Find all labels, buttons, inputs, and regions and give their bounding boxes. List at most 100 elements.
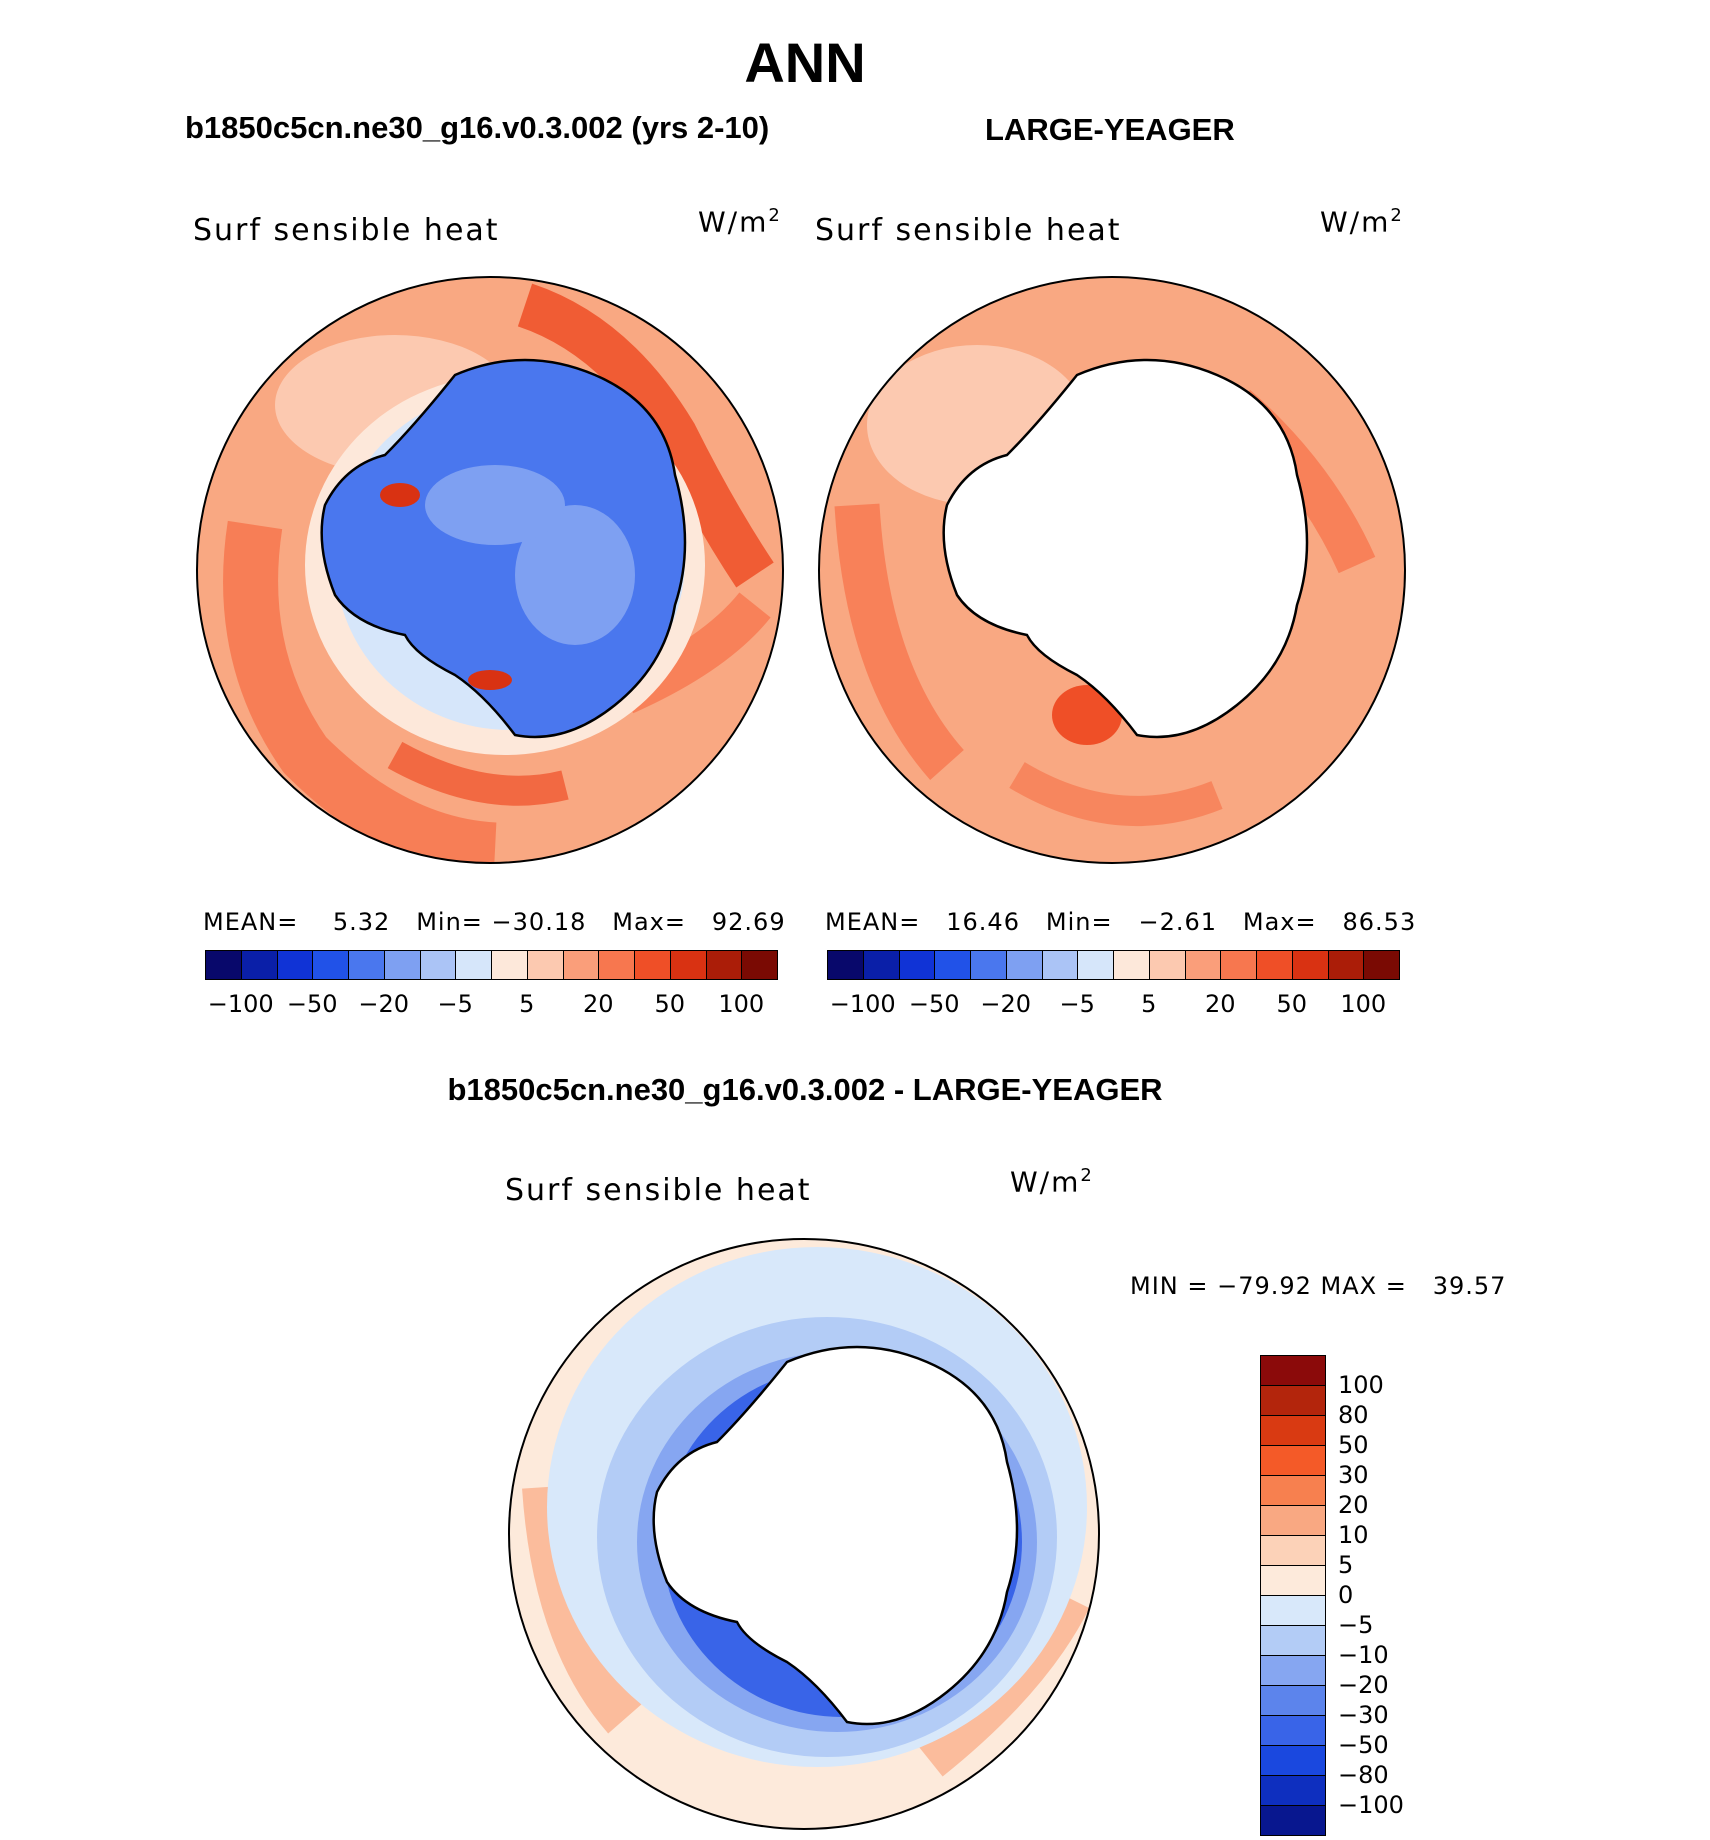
colorbar-swatch [1041,950,1079,980]
colorbar-swatch [669,950,707,980]
case-polar-map [196,276,784,864]
colorbar-swatch [1260,1595,1326,1626]
colorbar-swatch [526,950,564,980]
main-title: ANN [744,31,866,94]
colorbar-tick-label: −80 [1338,1761,1389,1789]
case-colorbar-labels: −100 −50 −20 −5 5 20 50 100 [205,990,777,1020]
colorbar-swatch [1260,1415,1326,1446]
colorbar-swatch [598,950,635,980]
case-colorbar [205,950,778,980]
colorbar-swatch [1260,1625,1326,1656]
colorbar-tick-label: −30 [1338,1701,1389,1729]
colorbar-tick-label: 100 [1338,1371,1384,1399]
case-units-label: W/m2 [698,205,782,239]
colorbar-swatch [1260,1385,1326,1416]
colorbar-tick-label: −50 [908,990,960,1018]
colorbar-tick-label: 5 [519,990,535,1018]
colorbar-swatch [1260,1715,1326,1746]
colorbar-tick-label: 20 [582,990,614,1018]
colorbar-tick-label: 20 [1338,1491,1369,1519]
colorbar-tick-label: 0 [1338,1581,1354,1609]
case-variable-label: Surf sensible heat [193,213,500,248]
colorbar-swatch [1005,950,1043,980]
colorbar-swatch [491,950,528,980]
difference-minmax: MIN = −79.92 MAX = 39.57 [1130,1272,1507,1300]
colorbar-tick-label: 20 [1204,990,1236,1018]
colorbar-tick-label: −20 [1338,1671,1389,1699]
colorbar-swatch [1291,950,1329,980]
colorbar-swatch [741,950,778,980]
colorbar-swatch [898,950,936,980]
colorbar-swatch [1260,1775,1326,1806]
colorbar-tick-label: −100 [829,990,896,1018]
colorbar-swatch [419,950,457,980]
colorbar-swatch [1113,950,1150,980]
colorbar-tick-label: −100 [1338,1791,1404,1819]
colorbar-swatch [1260,1535,1326,1566]
colorbar-swatch [1260,1685,1326,1716]
colorbar-swatch [970,950,1007,980]
colorbar-tick-label: 50 [1338,1431,1369,1459]
colorbar-swatch [1260,1805,1326,1836]
colorbar-tick-label: 50 [1276,990,1308,1018]
colorbar-swatch [240,950,278,980]
colorbar-tick-label: 5 [1338,1551,1354,1579]
colorbar-swatch [705,950,743,980]
colorbar-swatch [1184,950,1222,980]
difference-colorbar [1260,1355,1326,1836]
reference-polar-map [818,276,1406,864]
colorbar-tick-label: 30 [1338,1461,1369,1489]
colorbar-tick-label: −20 [980,990,1032,1018]
colorbar-tick-label: −20 [358,990,410,1018]
colorbar-swatch [1260,1745,1326,1776]
colorbar-tick-label: −5 [437,990,473,1018]
difference-colorbar-labels: 100 80 50 30 20 10 5 0 −5 −10 −20 −30 −50 −80 −100 [1338,1355,1458,1835]
colorbar-swatch [827,950,864,980]
difference-units-label: W/m2 [1010,1165,1094,1199]
case-stats: MEAN= 5.32 Min= −30.18 Max= 92.69 [203,908,786,936]
colorbar-swatch [634,950,671,980]
colorbar-swatch [562,950,600,980]
colorbar-tick-label: −10 [1338,1641,1389,1669]
antarctica-outline [320,358,687,739]
colorbar-swatch [1327,950,1365,980]
colorbar-swatch [312,950,349,980]
colorbar-swatch [205,950,242,980]
difference-variable-label: Surf sensible heat [505,1173,812,1208]
antarctica-outline [652,1345,1019,1726]
colorbar-tick-label: 10 [1338,1521,1369,1549]
reference-colorbar [827,950,1400,980]
colorbar-tick-label: −5 [1059,990,1095,1018]
colorbar-swatch [1148,950,1186,980]
colorbar-swatch [1260,1565,1326,1596]
colorbar-swatch [455,950,492,980]
colorbar-swatch [1220,950,1257,980]
colorbar-tick-label: 100 [718,990,765,1018]
colorbar-swatch [1260,1475,1326,1506]
colorbar-tick-label: 80 [1338,1401,1369,1429]
colorbar-tick-label: 50 [654,990,686,1018]
case-title: b1850c5cn.ne30_g16.v0.3.002 (yrs 2-10) [185,110,770,145]
colorbar-swatch [1260,1505,1326,1536]
colorbar-swatch [1260,1445,1326,1476]
colorbar-tick-label: −50 [286,990,338,1018]
colorbar-tick-label: −50 [1338,1731,1389,1759]
colorbar-swatch [1363,950,1400,980]
reference-title: LARGE-YEAGER [985,112,1235,147]
colorbar-tick-label: −100 [207,990,274,1018]
reference-variable-label: Surf sensible heat [815,213,1122,248]
colorbar-swatch [934,950,971,980]
colorbar-swatch [1260,1655,1326,1686]
reference-stats: MEAN= 16.46 Min= −2.61 Max= 86.53 [825,908,1417,936]
reference-units-label: W/m2 [1320,205,1404,239]
colorbar-swatch [1077,950,1114,980]
colorbar-swatch [862,950,900,980]
antarctica-outline [942,358,1309,739]
colorbar-tick-label: −5 [1338,1611,1374,1639]
colorbar-tick-label: 100 [1340,990,1387,1018]
colorbar-swatch [276,950,314,980]
colorbar-swatch [1260,1355,1326,1386]
colorbar-swatch [348,950,385,980]
difference-polar-map [508,1238,1100,1830]
colorbar-swatch [1256,950,1293,980]
